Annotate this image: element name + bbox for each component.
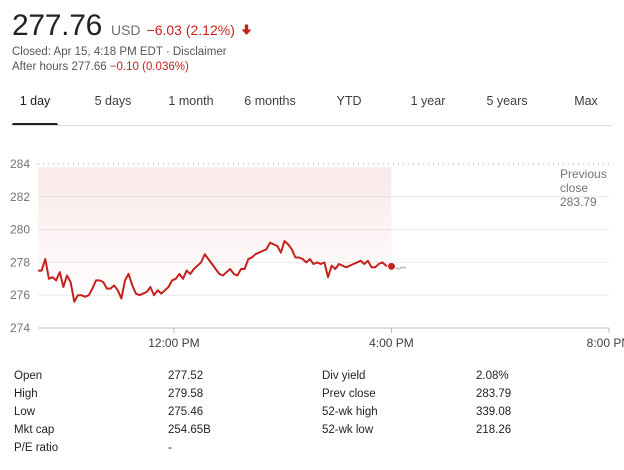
previous-close-label: close <box>560 181 588 195</box>
stat-label: Low <box>14 406 36 418</box>
stat-row-high: High 279.58 Prev close 283.79 <box>14 388 614 406</box>
stat-label: High <box>14 388 38 400</box>
stat-label: Open <box>14 370 43 382</box>
tab-1-day[interactable]: 1 day <box>12 82 58 126</box>
tabs-divider <box>12 125 612 126</box>
tab-5-days[interactable]: 5 days <box>94 94 132 108</box>
stat-label: P/E ratio <box>14 442 59 454</box>
active-tab-indicator <box>12 123 58 126</box>
after-hours: After hours 277.66 −0.10 (0.036%) <box>12 60 612 75</box>
y-tick-label: 284 <box>10 157 30 171</box>
x-tick-label: 4:00 PM <box>369 336 414 350</box>
current-price: 277.76 <box>12 9 102 42</box>
stat-row-open: Open 277.52 Div yield 2.08% <box>14 370 614 388</box>
stat-value: 2.08% <box>476 370 509 382</box>
stat-value: 279.58 <box>168 388 204 400</box>
tab-1-year[interactable]: 1 year <box>410 94 446 108</box>
after-hours-change: −0.10 (0.036%) <box>109 61 189 73</box>
stat-value: 283.79 <box>476 388 512 400</box>
tab-5-years[interactable]: 5 years <box>486 94 528 108</box>
y-tick-label: 282 <box>10 190 30 204</box>
after-hours-price: After hours 277.66 <box>12 61 107 73</box>
stat-row-pe-ratio: P/E ratio - <box>14 442 614 460</box>
tab-6-months[interactable]: 6 months <box>244 94 296 108</box>
previous-close-label: 283.79 <box>560 195 597 209</box>
tab-1-month[interactable]: 1 month <box>168 94 214 108</box>
stat-value: 254.65B <box>168 424 211 436</box>
stat-value: 275.46 <box>168 406 204 418</box>
stat-label: Mkt cap <box>14 424 55 436</box>
y-tick-label: 274 <box>10 321 30 335</box>
y-tick-label: 276 <box>10 288 30 302</box>
arrow-down-icon <box>240 23 253 35</box>
x-tick-label: 8:00 PM <box>587 336 624 350</box>
price-area <box>38 167 392 302</box>
tab-ytd[interactable]: YTD <box>336 94 362 108</box>
price-change: −6.03 (2.12%) <box>146 22 235 38</box>
price-row: 277.76 USD −6.03 (2.12%) <box>12 10 612 42</box>
stat-value: 218.26 <box>476 424 512 436</box>
y-tick-label: 278 <box>10 255 30 269</box>
price-line <box>38 240 392 303</box>
stat-label: 52-wk low <box>322 424 374 436</box>
stat-label: 52-wk high <box>322 406 378 418</box>
closed-time: Closed: Apr 15, 4:18 PM EDT · <box>12 46 170 58</box>
y-tick-label: 280 <box>10 223 30 237</box>
stat-label: Prev close <box>322 388 376 400</box>
stat-row-mkt-cap: Mkt cap 254.65B 52-wk low 218.26 <box>14 424 614 442</box>
currency-code: USD <box>110 22 141 38</box>
stat-value: - <box>168 442 172 454</box>
tab-max[interactable]: Max <box>574 94 598 108</box>
x-tick-label: 12:00 PM <box>148 336 199 350</box>
tab-label: 1 day <box>19 94 51 108</box>
stat-value: 277.52 <box>168 370 204 382</box>
disclaimer-link[interactable]: Disclaimer <box>172 46 227 58</box>
price-chart[interactable]: 284 282 280 278 276 274 12:00 PM 4:00 PM 8:00 PM… <box>0 150 624 355</box>
market-status: Closed: Apr 15, 4:18 PM EDT · Disclaimer <box>12 45 612 60</box>
range-tabs: 1 day 5 days 1 month 6 months YTD 1 year… <box>0 82 624 126</box>
stat-value: 339.08 <box>476 406 512 418</box>
stat-row-low: Low 275.46 52-wk high 339.08 <box>14 406 614 424</box>
stat-label: Div yield <box>322 370 366 382</box>
previous-close-label: Previous <box>560 167 607 181</box>
quote-header: 277.76 USD −6.03 (2.12%) Closed: Apr 15,… <box>12 10 612 75</box>
close-marker <box>386 261 396 271</box>
